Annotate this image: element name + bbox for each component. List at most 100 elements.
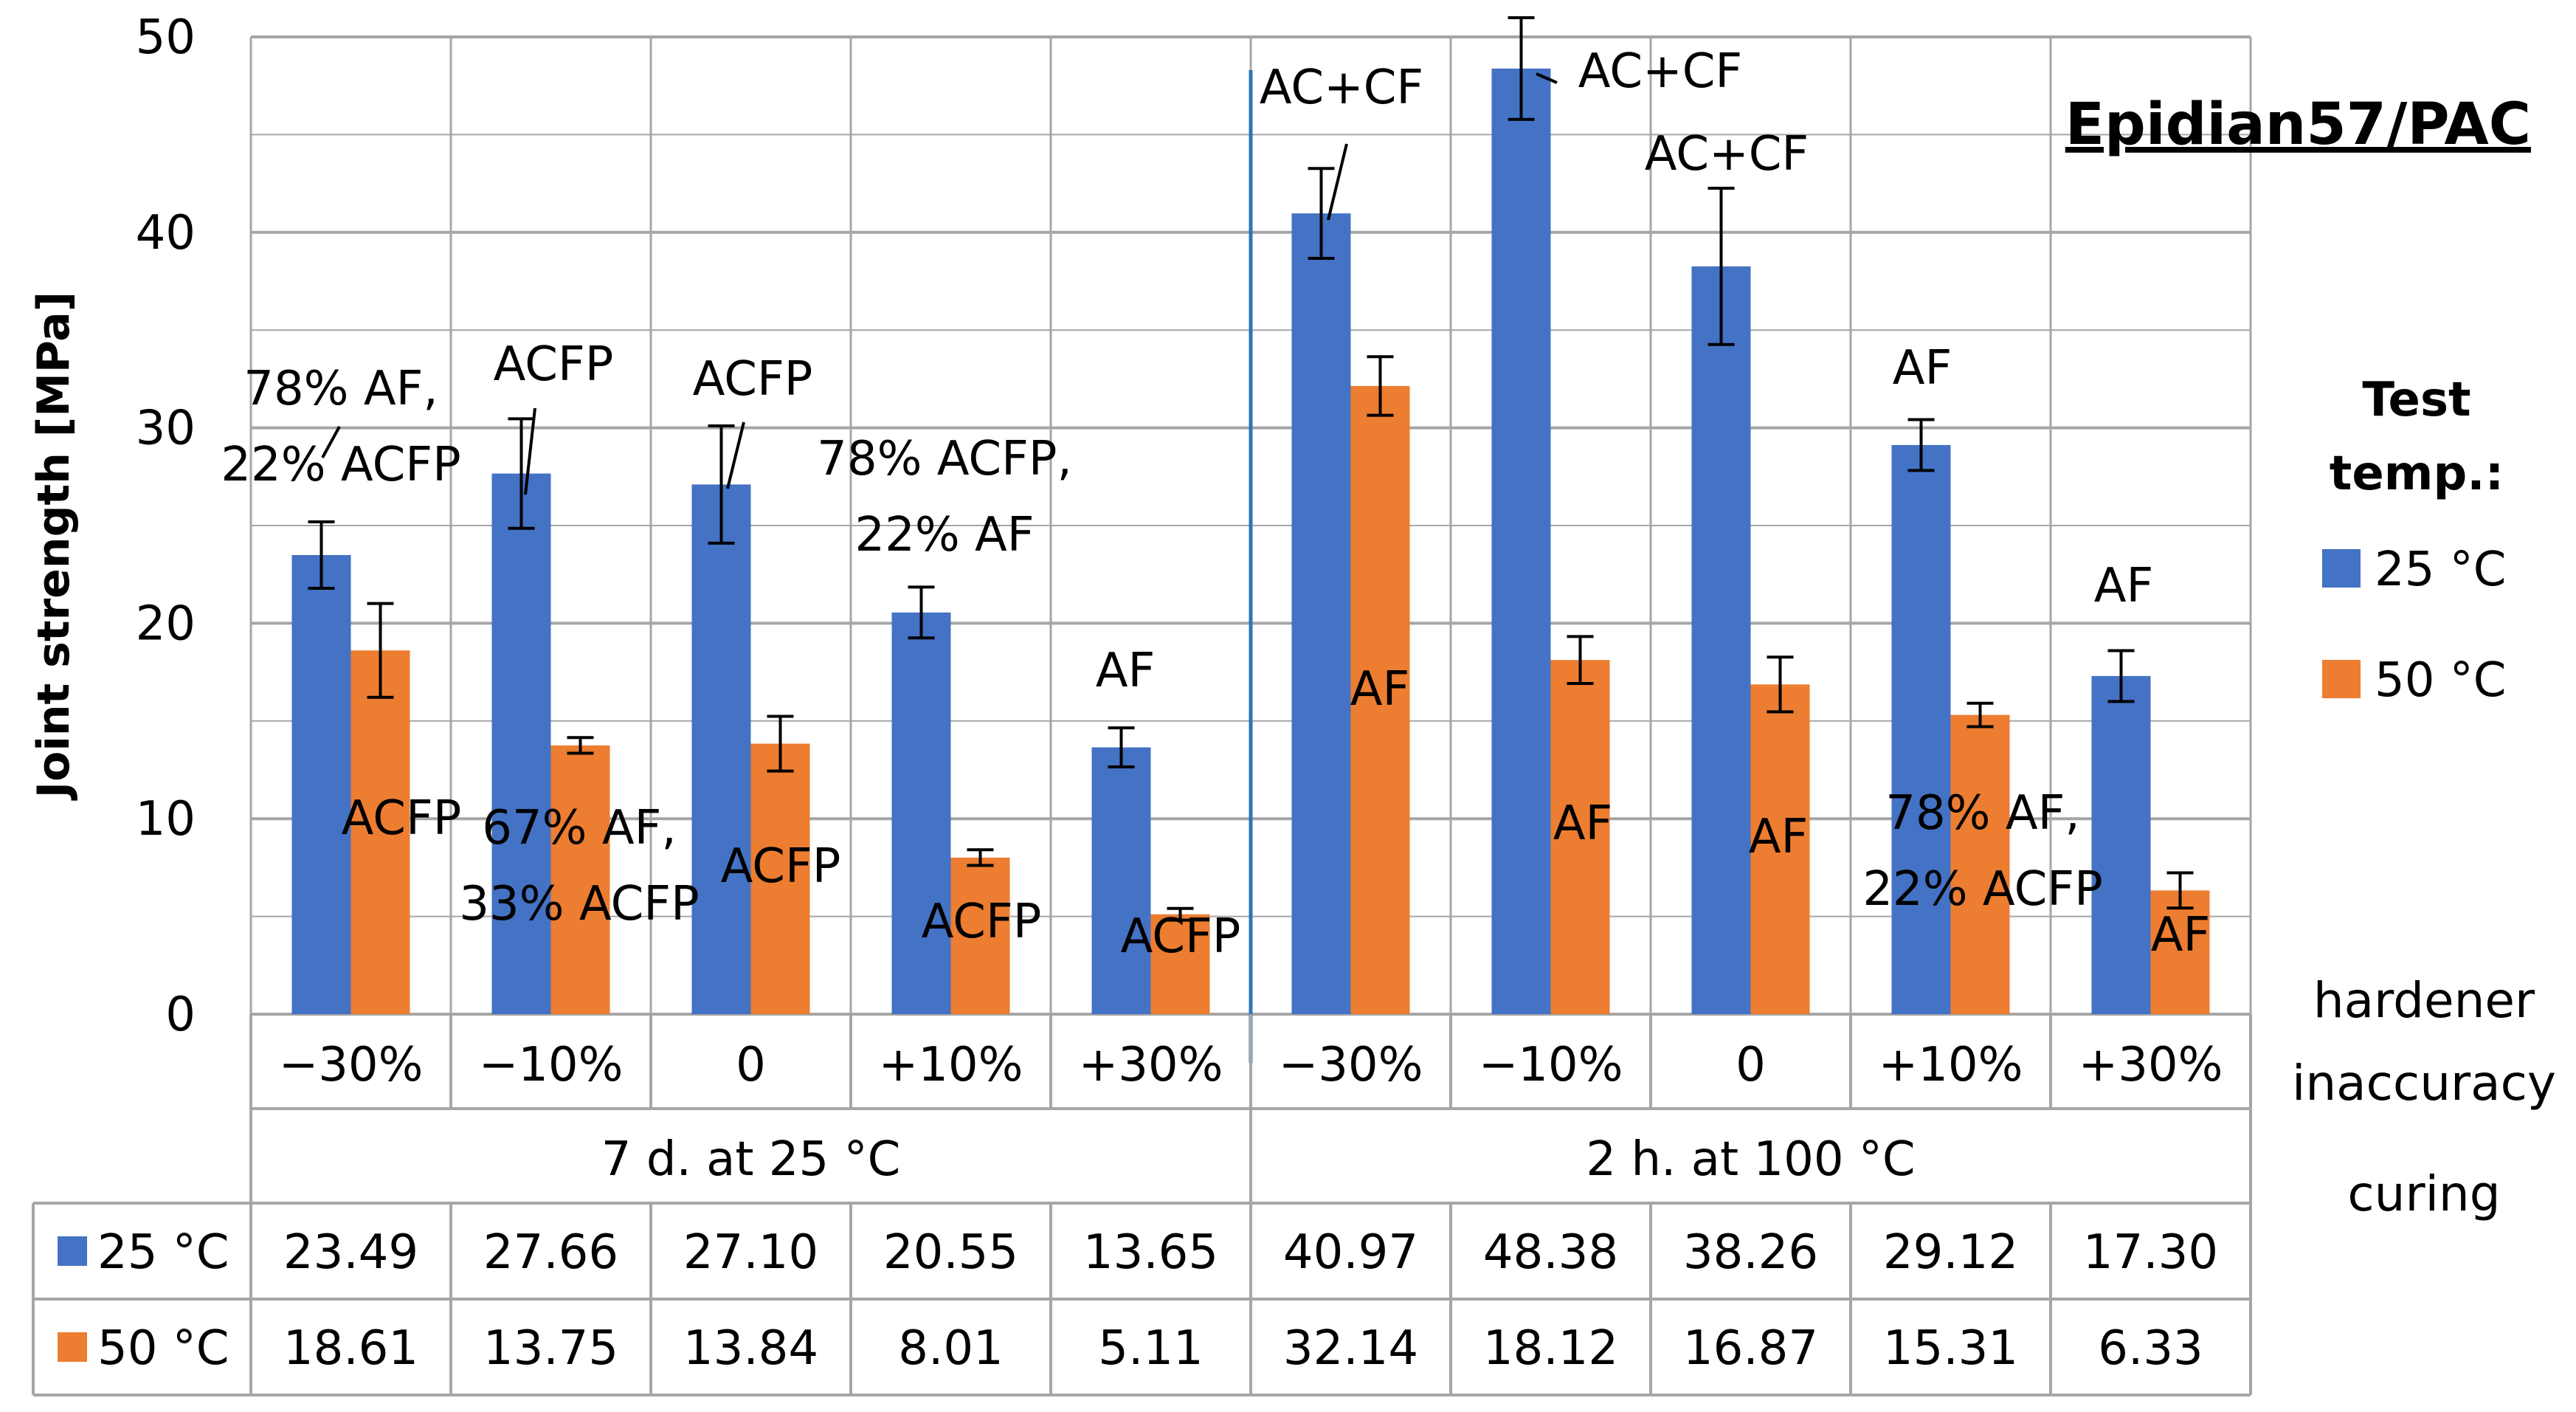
legend-title-line-2: temp.: xyxy=(2330,447,2504,501)
annotation-leader-line xyxy=(726,421,745,489)
table-cell: 13.75 xyxy=(483,1321,618,1376)
curing-row-label: curing xyxy=(2347,1165,2500,1222)
table-cell: 18.12 xyxy=(1483,1321,1618,1376)
category-label-1: −10% xyxy=(479,1038,624,1092)
legend: Test temp.: 25 °C 50 °C xyxy=(2322,373,2506,708)
table-cell: 13.84 xyxy=(683,1321,818,1376)
annotation-5: AC+CF xyxy=(1260,61,1423,115)
annotation-13: ACFP xyxy=(922,895,1042,949)
category-label-6: −10% xyxy=(1479,1038,1623,1092)
hardener-row-label-line-1: hardener xyxy=(2313,972,2535,1029)
table-row-label: 50 °C xyxy=(97,1321,229,1376)
annotation-16: AF xyxy=(1553,796,1613,851)
annotation-18: 78% AF, 22% ACFP xyxy=(1862,786,2102,917)
curing-group-label-0: 7 d. at 25 °C xyxy=(601,1132,901,1187)
table-cell: 38.26 xyxy=(1683,1225,1818,1280)
bar-25c-0 xyxy=(291,554,351,1014)
annotation-6: AC+CF xyxy=(1578,44,1742,99)
annotation-10: ACFP xyxy=(342,791,462,846)
bar-25c-2 xyxy=(691,484,751,1014)
y-tick-label: 40 xyxy=(136,206,196,261)
table-cell: 48.38 xyxy=(1483,1225,1618,1280)
y-tick-label: 50 xyxy=(136,10,196,65)
annotation-leader-line xyxy=(321,426,341,458)
bar-25c-1 xyxy=(491,473,551,1014)
data-table: −30% −10% 0 +10% +30% −30% −10% 0 +10% +30% 7 d. a… xyxy=(32,1014,2252,1396)
category-label-4: +30% xyxy=(1079,1038,1223,1092)
annotation-4: AF xyxy=(1096,644,1156,698)
table-cell: 18.61 xyxy=(283,1321,418,1376)
curing-group-label-1: 2 h. at 100 °C xyxy=(1586,1132,1915,1187)
table-cell: 17.30 xyxy=(2083,1225,2218,1280)
gridlines xyxy=(249,35,2252,1063)
category-label-5: −30% xyxy=(1279,1038,1423,1092)
table-cell: 20.55 xyxy=(883,1225,1018,1280)
bar-25c-7 xyxy=(1691,266,1751,1014)
category-label-0: −30% xyxy=(279,1038,424,1092)
annotation-2: ACFP xyxy=(693,352,813,407)
error-bars xyxy=(308,16,2194,922)
category-label-3: +10% xyxy=(879,1038,1023,1092)
bar-25c-9 xyxy=(2091,675,2151,1014)
bar-50c-6 xyxy=(1550,660,1610,1014)
table-row-label: 25 °C xyxy=(97,1225,229,1280)
hardener-row-label-line-2: inaccuracy xyxy=(2292,1055,2556,1112)
table-cell: 13.65 xyxy=(1083,1225,1218,1280)
legend-title-line-1: Test xyxy=(2362,373,2470,427)
table-cell: 23.49 xyxy=(283,1225,418,1280)
annotation-8: AF xyxy=(1893,341,1952,396)
annotation-3: 78% ACFP, 22% AF xyxy=(817,432,1072,562)
annotation-leader-line xyxy=(1536,72,1558,84)
y-tick-label: 10 xyxy=(136,792,196,847)
annotation-12: ACFP xyxy=(721,839,841,894)
table-cell: 40.97 xyxy=(1283,1225,1418,1280)
annotation-leader-line xyxy=(524,407,536,495)
annotation-19: AF xyxy=(2151,908,2211,962)
table-cell: 16.87 xyxy=(1683,1321,1818,1376)
leader-lines xyxy=(321,72,1558,495)
y-tick-label: 0 xyxy=(165,988,196,1042)
annotation-9: AF xyxy=(2094,559,2154,613)
bar-50c-1 xyxy=(550,745,610,1014)
table-cell: 32.14 xyxy=(1283,1321,1418,1376)
y-axis: 0 10 20 30 40 50 xyxy=(136,10,196,1042)
table-cell: 27.10 xyxy=(683,1225,818,1280)
category-label-8: +10% xyxy=(1879,1038,2023,1092)
chart-title: Epidian57/PAC xyxy=(2065,92,2531,158)
annotation-leader-line xyxy=(1327,143,1348,221)
bar-50c-8 xyxy=(1950,714,2010,1014)
annotation-17: AF xyxy=(1749,810,1809,864)
table-cell: 8.01 xyxy=(898,1321,1004,1376)
annotation-7: AC+CF xyxy=(1645,127,1809,182)
bars xyxy=(291,68,2210,1015)
bar-50c-5 xyxy=(1350,385,1410,1014)
table-swatch-25c xyxy=(58,1236,87,1266)
y-tick-label: 30 xyxy=(136,402,196,456)
table-cell: 6.33 xyxy=(2098,1321,2203,1376)
bar-50c-3 xyxy=(950,857,1010,1014)
bar-50c-2 xyxy=(750,743,810,1014)
bar-50c-4 xyxy=(1150,914,1210,1014)
table-swatch-50c xyxy=(58,1332,87,1362)
bar-25c-8 xyxy=(1891,444,1951,1014)
annotation-15: AF xyxy=(1350,662,1410,717)
y-axis-label: Joint strength [MPa] xyxy=(28,292,80,801)
bar-50c-7 xyxy=(1750,684,1810,1014)
bar-50c-9 xyxy=(2150,890,2210,1014)
table-cell: 27.66 xyxy=(483,1225,618,1280)
annotation-11: 67% AF, 33% ACFP xyxy=(459,801,699,931)
bar-25c-4 xyxy=(1091,747,1151,1014)
bar-50c-0 xyxy=(351,650,410,1014)
legend-label-50c: 50 °C xyxy=(2375,653,2506,708)
annotation-0: 78% AF, 22% ACFP xyxy=(221,362,460,492)
annotation-14: ACFP xyxy=(1121,909,1241,964)
bar-25c-3 xyxy=(891,612,951,1014)
category-label-2: 0 xyxy=(736,1038,766,1092)
legend-label-25c: 25 °C xyxy=(2375,543,2506,597)
table-cell: 29.12 xyxy=(1883,1225,2018,1280)
bar-25c-5 xyxy=(1291,213,1351,1015)
category-label-9: +30% xyxy=(2079,1038,2223,1092)
legend-swatch-50c xyxy=(2322,660,2361,698)
